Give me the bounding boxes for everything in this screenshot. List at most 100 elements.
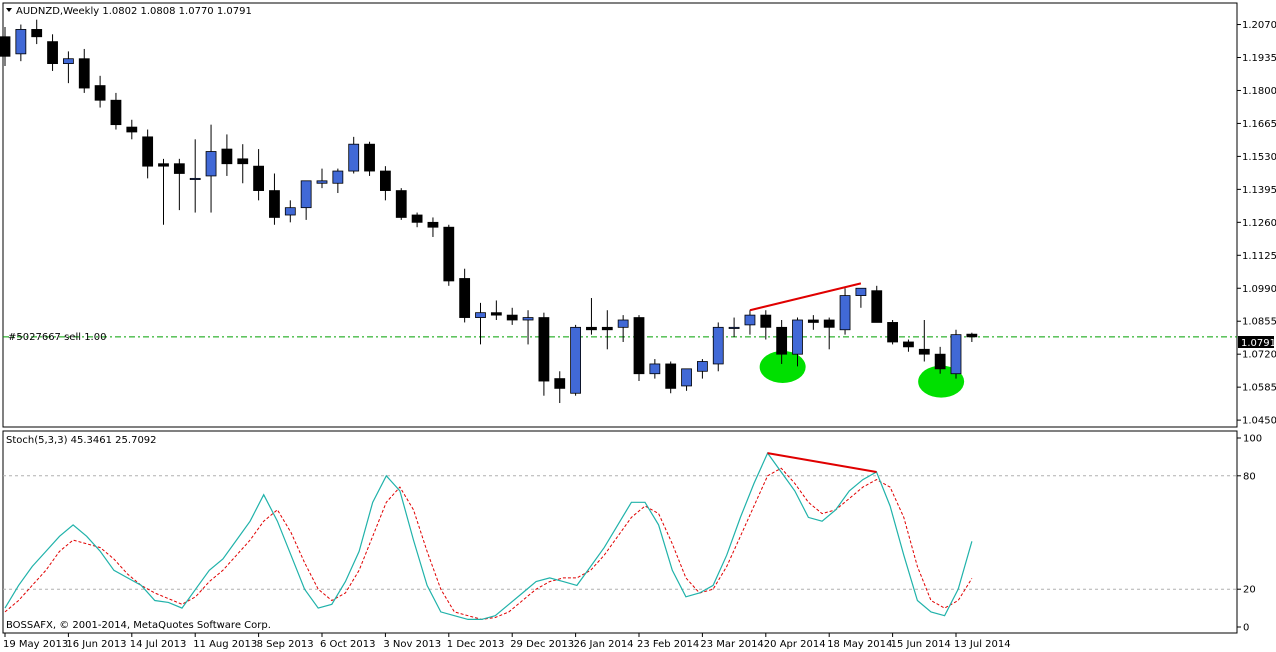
bull-candle-body <box>617 319 629 328</box>
stochastic-lines <box>4 451 973 621</box>
time-tick-label: 3 Nov 2013 <box>383 639 441 650</box>
price-tick-label: 1.0990 <box>1242 284 1276 295</box>
price-divergence-line <box>749 282 862 312</box>
time-tick-label: 26 Jan 2014 <box>574 639 634 650</box>
candles <box>0 19 978 404</box>
time-tick-label: 8 Sep 2013 <box>257 639 314 650</box>
bear-candle-body <box>807 319 819 323</box>
bear-candle-body <box>586 326 597 331</box>
time-tick-label: 16 Jun 2013 <box>66 639 126 650</box>
bear-candle-body <box>934 353 946 370</box>
bear-candle-body <box>395 190 407 218</box>
triangle-down-icon[interactable] <box>6 8 12 12</box>
bull-candle-body <box>63 58 74 65</box>
bull-candle-body <box>728 326 740 329</box>
bear-candle-body <box>633 317 645 375</box>
bear-candle-body <box>776 326 788 355</box>
bear-candle-body <box>126 126 138 133</box>
bear-candle-body <box>427 221 439 228</box>
time-tick-label: 18 May 2014 <box>827 639 892 650</box>
price-tick-label: 1.2070 <box>1242 20 1276 31</box>
bull-candle-body <box>284 207 296 216</box>
current-price-label: 1.0791 <box>1241 338 1276 349</box>
indicator-label: Stoch(5,3,3) 45.3461 25.7092 <box>6 435 157 446</box>
bull-candle-body <box>697 361 708 372</box>
bear-candle-body <box>379 170 391 191</box>
bull-candle-body <box>205 151 217 177</box>
bull-candle-body <box>792 319 803 355</box>
bear-candle-body <box>269 190 280 218</box>
time-tick-label: 15 Jun 2014 <box>891 639 951 650</box>
bear-candle-body <box>887 322 898 343</box>
bull-candle-body <box>300 180 312 209</box>
bear-candle-body <box>237 158 249 165</box>
copyright-text: BOSSAFX, © 2001-2014, MetaQuotes Softwar… <box>6 620 271 631</box>
price-tick-label: 1.1125 <box>1242 251 1276 262</box>
bull-candle-body <box>189 177 201 180</box>
price-tick-label: 1.0720 <box>1242 350 1276 361</box>
bear-candle-body <box>31 29 43 38</box>
bull-candle-body <box>681 368 692 387</box>
bull-candle-body <box>332 170 344 184</box>
bull-candle-body <box>855 287 867 296</box>
price-tick-label: 1.1935 <box>1242 53 1276 64</box>
price-panel-frame <box>2 2 1238 428</box>
price-tick-label: 1.0585 <box>1242 383 1276 394</box>
current-price-tag <box>1238 336 1274 348</box>
bear-candle-body <box>554 378 566 389</box>
time-tick-label: 23 Feb 2014 <box>637 639 699 650</box>
price-tick-label: 1.1665 <box>1242 119 1276 130</box>
bull-candle-body <box>348 143 360 172</box>
bear-candle-body <box>903 341 914 348</box>
time-tick-label: 11 Aug 2013 <box>193 639 257 650</box>
symbol-header: AUDNZD,Weekly 1.0802 1.0808 1.0770 1.079… <box>16 6 252 17</box>
price-tick-label: 1.0855 <box>1242 317 1276 328</box>
bear-candle-body <box>0 36 11 57</box>
bear-candle-body <box>47 41 58 65</box>
bear-candle-body <box>110 99 122 126</box>
bull-candle-body <box>839 295 851 331</box>
time-tick-label: 23 Mar 2014 <box>700 639 763 650</box>
price-tick-label: 1.1800 <box>1242 86 1276 97</box>
indicator-tick-label: 20 <box>1243 585 1256 596</box>
bull-candle-body <box>744 314 756 326</box>
bear-candle-body <box>665 363 677 389</box>
stoch-divergence-line <box>767 452 877 474</box>
time-tick-label: 29 Dec 2013 <box>510 639 574 650</box>
price-tick-label: 1.1395 <box>1242 185 1276 196</box>
bear-candle-body <box>966 333 978 338</box>
bull-candle-body <box>570 326 581 394</box>
time-tick-label: 19 May 2013 <box>3 639 68 650</box>
divergence-lines <box>749 282 862 312</box>
bear-candle-body <box>538 317 550 382</box>
bull-candle-body <box>712 326 724 365</box>
bear-candle-body <box>94 85 106 101</box>
bear-candle-body <box>364 143 375 172</box>
indicator-tick-label: 100 <box>1243 434 1262 445</box>
order-label: #5027667 sell 1.00 <box>8 332 106 343</box>
bear-candle-body <box>506 314 518 321</box>
bull-candle-body <box>15 29 27 55</box>
price-tick-label: 1.1530 <box>1242 152 1276 163</box>
bear-candle-body <box>221 148 233 165</box>
bear-candle-body <box>78 58 90 89</box>
indicator-levels <box>3 475 1237 590</box>
time-tick-label: 6 Oct 2013 <box>320 639 375 650</box>
bear-candle-body <box>760 314 772 328</box>
price-axis: 1.2070 1.1935 1.1800 1.1665 1.1530 1.1395 1.12… <box>1237 20 1276 427</box>
indicator-tick-label: 80 <box>1243 471 1256 482</box>
time-tick-label: 14 Jul 2013 <box>130 639 187 650</box>
bear-candle-body <box>490 312 502 316</box>
indicator-axis: 100 80 20 0 <box>1237 434 1262 634</box>
bear-candle-body <box>158 163 169 167</box>
bear-candle-body <box>443 226 455 282</box>
bear-candle-body <box>253 165 265 191</box>
bear-candle-body <box>871 290 883 323</box>
bear-candle-body <box>142 136 154 167</box>
stoch-main-line <box>4 451 973 621</box>
bull-candle-body <box>316 180 328 184</box>
time-tick-label: 20 Apr 2014 <box>764 639 826 650</box>
bear-candle-body <box>823 319 835 328</box>
